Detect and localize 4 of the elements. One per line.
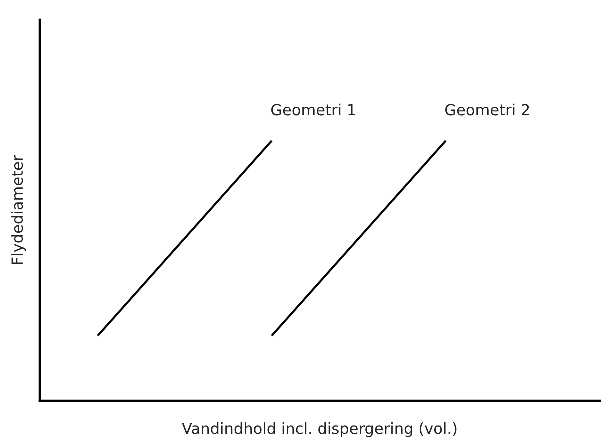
series-label: Geometri 1 <box>272 104 356 116</box>
x-axis-title: Vandindhold incl. dispergering (vol.) <box>182 422 457 438</box>
series-label: Geometri 2 <box>446 104 530 116</box>
y-axis-title: Flydediameter <box>11 155 26 264</box>
